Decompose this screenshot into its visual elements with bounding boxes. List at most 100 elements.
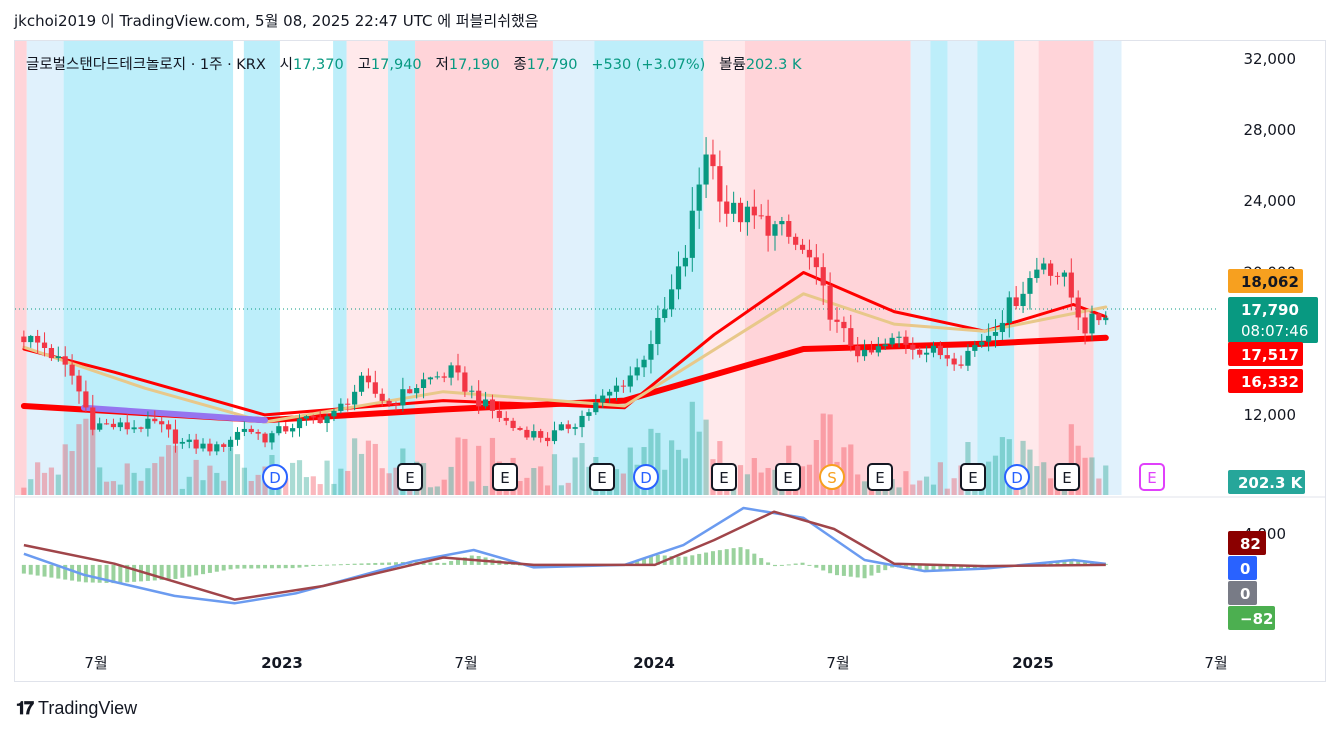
event-marker-label: D bbox=[269, 469, 281, 487]
candle-body bbox=[855, 345, 861, 357]
macd-histogram-bar bbox=[697, 553, 702, 565]
macd-histogram-bar bbox=[70, 564, 75, 581]
candle-body bbox=[393, 404, 399, 406]
candle-body bbox=[35, 335, 41, 343]
volume-bar bbox=[420, 463, 427, 495]
volume-bar bbox=[165, 445, 172, 495]
event-marker-dividend[interactable]: D bbox=[633, 464, 659, 490]
macd-histogram-bar bbox=[869, 564, 874, 576]
time-tick-label: 7월 bbox=[1204, 654, 1227, 672]
candle-body bbox=[930, 345, 937, 353]
macd-histogram-bar bbox=[710, 551, 715, 565]
candle-body bbox=[655, 317, 661, 345]
volume-bar bbox=[76, 424, 82, 495]
macd-histogram-bar bbox=[28, 564, 33, 575]
candle-body bbox=[517, 427, 523, 430]
macd-histogram-bar bbox=[924, 564, 929, 572]
macd-histogram-bar bbox=[1083, 561, 1088, 565]
volume-bar bbox=[806, 464, 813, 495]
macd-histogram-bar bbox=[945, 564, 950, 570]
tradingview-logo[interactable]: 𝟏𝟕 TradingView bbox=[16, 698, 137, 719]
candle-body bbox=[689, 210, 695, 258]
volume-bar bbox=[1082, 457, 1088, 495]
volume-bar bbox=[358, 453, 365, 495]
volume-bar bbox=[1027, 449, 1033, 495]
candle-body bbox=[772, 224, 778, 236]
volume-bar bbox=[861, 481, 868, 495]
event-marker-shape bbox=[397, 463, 423, 491]
time-axis: 7월 2023 7월 2024 7월 2025 7월 bbox=[84, 654, 1227, 672]
time-tick-label: 7월 bbox=[826, 654, 849, 672]
macd-histogram-bar bbox=[104, 564, 109, 583]
event-marker-dividend[interactable]: D bbox=[262, 464, 288, 490]
event-marker-earnings[interactable]: E bbox=[775, 463, 801, 491]
macd-histogram-bar bbox=[642, 558, 647, 565]
macd-histogram-bar bbox=[442, 562, 447, 565]
brand-label: TradingView bbox=[38, 698, 138, 718]
volume-bar bbox=[517, 481, 523, 495]
volume-bar bbox=[159, 456, 165, 495]
candle-body bbox=[193, 439, 199, 449]
event-marker-earnings[interactable]: E bbox=[960, 463, 986, 491]
volume-bar bbox=[813, 440, 819, 495]
candle-body bbox=[165, 424, 172, 430]
volume-bar bbox=[827, 414, 833, 495]
macd-histogram-bar bbox=[256, 564, 261, 569]
candle-body bbox=[992, 332, 999, 336]
candle-body bbox=[310, 416, 316, 418]
volume-bar bbox=[558, 485, 564, 495]
candle-body bbox=[875, 346, 881, 353]
macd-histogram-bar bbox=[235, 564, 240, 569]
macd-histogram-bar bbox=[724, 549, 729, 565]
volume-bar bbox=[296, 460, 303, 495]
event-marker-earnings[interactable]: E bbox=[492, 463, 518, 491]
volume-bar bbox=[848, 444, 854, 495]
volume-bar bbox=[145, 468, 151, 495]
volume-bar bbox=[324, 460, 330, 495]
volume-bar bbox=[772, 469, 778, 495]
price-badge-label: 16,332 bbox=[1241, 373, 1299, 391]
volume-bar bbox=[551, 454, 558, 495]
macd-histogram-bar bbox=[759, 558, 764, 565]
candle-body bbox=[910, 344, 916, 350]
volume-bar bbox=[152, 463, 158, 495]
macd-histogram-bar bbox=[938, 564, 943, 571]
candle-body bbox=[48, 347, 55, 359]
candle-body bbox=[234, 431, 241, 440]
macd-histogram-bar bbox=[717, 550, 722, 565]
volume-bar bbox=[923, 476, 930, 495]
macd-histogram-bar bbox=[83, 564, 88, 583]
candle-body bbox=[365, 375, 372, 383]
volume-bar bbox=[531, 468, 537, 495]
event-marker-shape bbox=[711, 463, 737, 491]
macd-histogram-bar bbox=[952, 564, 957, 570]
volume-bar bbox=[937, 462, 943, 495]
volume-bar bbox=[1089, 457, 1095, 495]
event-marker-earnings[interactable]: E bbox=[397, 463, 423, 491]
macd-histogram-bar bbox=[1076, 560, 1081, 565]
candle-body bbox=[1013, 297, 1019, 307]
event-marker-earnings[interactable]: E bbox=[589, 463, 615, 491]
macd-histogram-bar bbox=[772, 564, 777, 567]
event-marker-label: E bbox=[500, 469, 509, 487]
candle-body bbox=[138, 427, 144, 429]
volume-bar bbox=[172, 445, 179, 495]
volume-bar bbox=[482, 485, 489, 495]
background-band bbox=[346, 41, 389, 495]
event-marker-earnings[interactable]: E bbox=[711, 463, 737, 491]
event-marker-dividend[interactable]: D bbox=[1004, 464, 1030, 490]
event-marker-earnings[interactable]: E bbox=[1054, 463, 1080, 491]
background-band bbox=[552, 41, 595, 495]
chart-frame[interactable] bbox=[14, 40, 1326, 682]
macd-histogram-bar bbox=[731, 548, 736, 565]
macd-badge bbox=[1228, 606, 1275, 630]
macd-histogram-bar bbox=[435, 562, 440, 565]
macd-histogram-bar bbox=[290, 564, 295, 569]
candle-body bbox=[965, 350, 971, 366]
event-marker-earnings-upcoming[interactable]: E bbox=[1139, 463, 1165, 491]
macd-histogram-bar bbox=[139, 564, 144, 582]
macd-histogram-bar bbox=[263, 564, 268, 569]
event-marker-earnings[interactable]: E bbox=[867, 463, 893, 491]
event-marker-split[interactable]: S bbox=[819, 464, 845, 490]
